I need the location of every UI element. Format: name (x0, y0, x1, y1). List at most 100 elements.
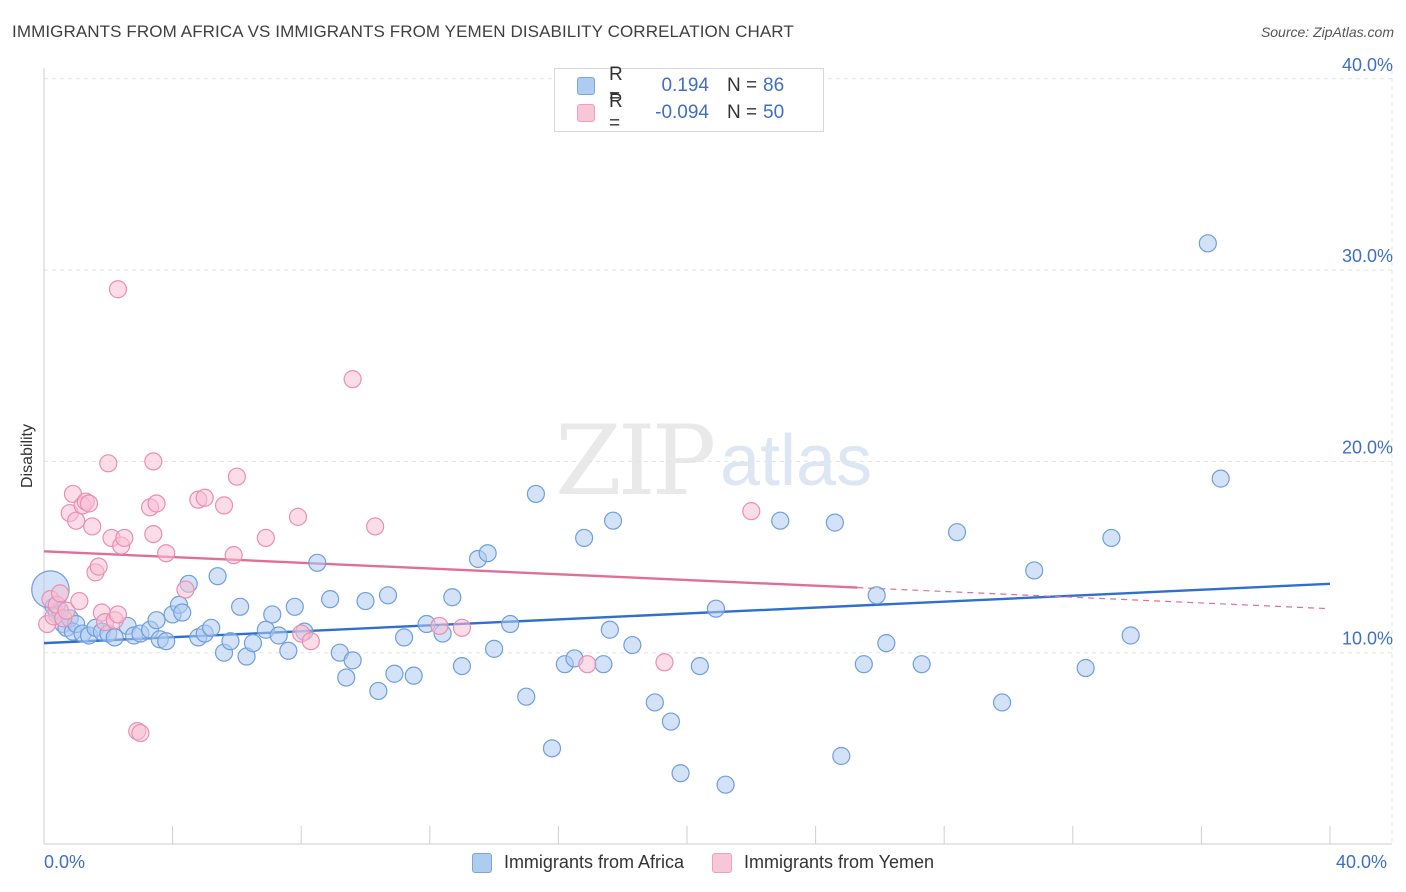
africa-point (947, 523, 967, 542)
yemen-point (176, 580, 195, 599)
yemen-point (742, 502, 761, 521)
stats-row-yemen: R = -0.094 N = 50 (577, 91, 785, 134)
africa-point (404, 666, 423, 685)
africa-point (501, 614, 520, 634)
africa-point (912, 655, 931, 674)
n-value: 86 (763, 75, 785, 96)
africa-point (208, 567, 227, 586)
africa-point (478, 544, 497, 563)
africa-point (173, 603, 192, 622)
yemen-point (288, 507, 308, 526)
yemen-trend-extension (857, 587, 1331, 610)
africa-point (394, 628, 414, 647)
n-label: N = (727, 75, 758, 96)
africa-point (1102, 528, 1121, 548)
yemen-point (144, 524, 163, 544)
y-tick-label: 10.0% (1342, 629, 1393, 649)
africa-point (645, 693, 664, 712)
africa-point (992, 693, 1012, 712)
yemen-point (366, 517, 385, 536)
africa-point (771, 511, 790, 530)
yemen-point (301, 632, 320, 651)
yemen-point (157, 544, 176, 563)
africa-point (877, 634, 896, 653)
legend-item-africa[interactable]: Immigrants from Africa (471, 852, 684, 873)
yemen-point (227, 467, 246, 486)
africa-point (1211, 469, 1230, 488)
africa-point (231, 597, 250, 616)
africa-point (385, 664, 404, 683)
yemen-point (256, 528, 275, 548)
n-value: 50 (763, 102, 785, 123)
r-value: 0.194 (661, 75, 709, 96)
africa-point (221, 632, 240, 651)
yemen-point (195, 488, 214, 507)
africa-point (542, 739, 562, 758)
africa-point (279, 641, 298, 660)
yemen-swatch (577, 104, 595, 122)
yemen-point (144, 452, 163, 471)
yemen-point (452, 618, 472, 637)
legend-label-yemen: Immigrants from Yemen (743, 852, 935, 872)
yemen-point (70, 591, 89, 611)
stats-row-africa: R = 0.194 N = 86 (577, 64, 785, 107)
yemen-point (79, 494, 99, 513)
africa-point (378, 586, 398, 605)
yemen-trend-line (43, 550, 858, 589)
r-label: R = (609, 64, 623, 107)
africa-point (690, 656, 709, 676)
africa-point (623, 635, 642, 655)
africa-swatch (577, 77, 595, 95)
legend-item-yemen[interactable]: Immigrants from Yemen (711, 852, 935, 873)
yemen-point (430, 616, 449, 636)
africa-point (356, 591, 375, 611)
chart-title: IMMIGRANTS FROM AFRICA VS IMMIGRANTS FRO… (12, 22, 794, 41)
x-tick-max: 40.0% (1336, 852, 1388, 872)
africa-point (854, 655, 873, 674)
africa-point (1198, 234, 1217, 253)
r-label: R = (609, 91, 623, 134)
y-tick-labels: 10.0% 20.0% 30.0% 40.0% (1342, 55, 1393, 649)
africa-point (243, 634, 263, 653)
legend-label-africa: Immigrants from Africa (503, 852, 684, 872)
africa-point (661, 712, 681, 731)
yemen-point (343, 370, 362, 389)
africa-point (485, 639, 504, 658)
series-legend: Immigrants from Africa Immigrants from Y… (0, 852, 1406, 873)
africa-point (1076, 658, 1095, 678)
africa-point (147, 611, 166, 630)
africa-point (1121, 626, 1140, 645)
yemen-point (57, 601, 76, 620)
africa-point (575, 528, 594, 548)
stats-legend: R = 0.194 N = 86 R = -0.094 N = 50 (554, 64, 824, 134)
africa-point (706, 599, 726, 618)
africa-point (600, 620, 619, 639)
yemen-legend-swatch (711, 852, 732, 873)
yemen-point (108, 280, 128, 299)
yemen-point (224, 546, 243, 565)
africa-point (603, 511, 623, 530)
africa-point (594, 655, 613, 674)
africa-point (1025, 561, 1044, 580)
y-tick-label: 40.0% (1342, 55, 1393, 75)
yemen-point (115, 528, 134, 548)
y-axis-label: Disability (19, 423, 36, 489)
africa-point (308, 553, 327, 572)
africa-point (369, 681, 388, 701)
yemen-point (214, 496, 234, 515)
y-tick-label: 20.0% (1342, 437, 1393, 457)
yemen-point (655, 653, 674, 672)
yemen-point (147, 494, 166, 513)
n-label: N = (727, 102, 758, 123)
africa-point (867, 586, 886, 605)
africa-point (337, 668, 356, 687)
africa-point (716, 775, 735, 794)
africa-point (202, 618, 221, 637)
africa-point (825, 513, 844, 532)
r-value: -0.094 (655, 102, 709, 123)
yemen-point (67, 511, 86, 530)
africa-point (285, 597, 304, 616)
africa-point (832, 746, 851, 766)
yemen-point (131, 723, 150, 743)
